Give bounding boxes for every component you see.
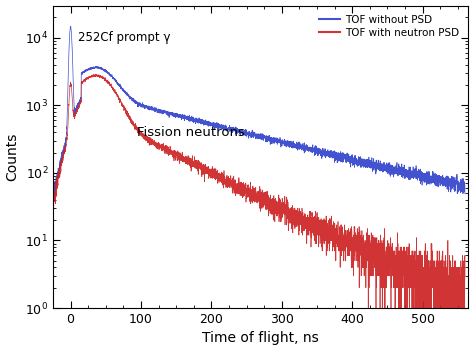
Text: 252Cf prompt γ: 252Cf prompt γ: [78, 31, 170, 44]
TOF with neutron PSD: [365, 306, 371, 310]
TOF with neutron PSD: [91, 72, 97, 77]
TOF without PSD: [462, 192, 468, 196]
TOF with neutron PSD: [462, 274, 468, 278]
TOF without PSD: [318, 150, 324, 154]
TOF with neutron PSD: [208, 172, 213, 176]
TOF without PSD: [208, 122, 213, 126]
Legend: TOF without PSD, TOF with neutron PSD: TOF without PSD, TOF with neutron PSD: [315, 11, 463, 42]
Line: TOF without PSD: TOF without PSD: [53, 27, 465, 199]
TOF with neutron PSD: [125, 112, 131, 116]
TOF without PSD: [389, 171, 395, 175]
X-axis label: Time of flight, ns: Time of flight, ns: [202, 331, 319, 345]
TOF with neutron PSD: [318, 229, 324, 233]
TOF without PSD: [50, 191, 56, 196]
TOF with neutron PSD: [50, 208, 56, 212]
TOF without PSD: [68, 25, 73, 29]
TOF without PSD: [358, 157, 364, 161]
Y-axis label: Counts: Counts: [6, 133, 19, 181]
Line: TOF with neutron PSD: TOF with neutron PSD: [53, 74, 465, 308]
TOF without PSD: [125, 93, 131, 97]
TOF without PSD: [50, 197, 56, 201]
Text: Fission neutrons: Fission neutrons: [137, 126, 246, 139]
TOF with neutron PSD: [389, 259, 395, 263]
TOF with neutron PSD: [357, 236, 363, 240]
TOF without PSD: [297, 145, 303, 150]
TOF with neutron PSD: [297, 219, 303, 224]
